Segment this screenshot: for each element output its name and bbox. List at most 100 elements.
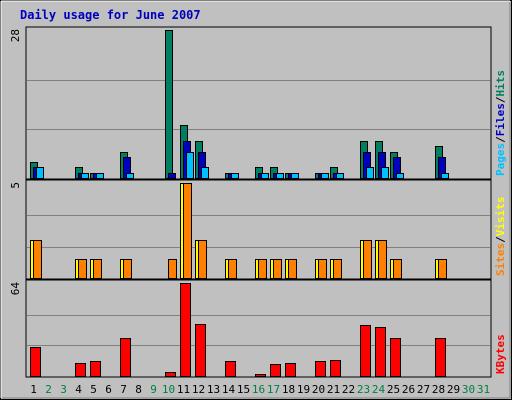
chart-title: Daily usage for June 2007	[20, 8, 201, 22]
bar-sites-day-17	[273, 259, 282, 279]
bar-pages-day-4	[81, 173, 89, 179]
scale-label: 5	[9, 182, 22, 189]
bar-sites-day-4	[78, 259, 87, 279]
bar-kbytes-day-10	[165, 372, 176, 377]
panel-bottom: 64 KBytes	[9, 279, 507, 378]
bar-pages-day-12	[201, 167, 209, 179]
scale-label: 64	[9, 282, 22, 296]
day-label-27: 27	[417, 383, 430, 396]
day-label-4: 4	[75, 383, 82, 396]
bar-sites-day-23	[363, 240, 372, 279]
panel-top: 28 Pages/Files/Hits	[9, 26, 507, 180]
bar-pages-day-17	[276, 173, 284, 179]
day-label-25: 25	[387, 383, 400, 396]
day-label-12: 12	[192, 383, 205, 396]
bar-pages-day-11	[186, 152, 194, 179]
day-label-8: 8	[135, 383, 142, 396]
day-label-22: 22	[342, 383, 355, 396]
legend-entry: /	[494, 96, 507, 103]
bar-sites-day-12	[198, 240, 207, 279]
bar-pages-day-1	[36, 167, 44, 179]
bar-kbytes-day-25	[390, 338, 401, 377]
bar-pages-day-21	[336, 173, 344, 179]
day-label-30: 30	[462, 383, 475, 396]
x-axis-labels: 1 2 3 4 5 6 7 8 9 10 11 12 13 14 15 16 17 18 19 20 21 22 23 24 2…	[30, 383, 490, 396]
bar-pages-day-25	[396, 173, 404, 179]
legend-entry: /	[494, 136, 507, 143]
day-label-28: 28	[432, 383, 445, 396]
bar-sites-day-10	[168, 259, 177, 279]
day-label-3: 3	[60, 383, 67, 396]
bar-sites-day-7	[123, 259, 132, 279]
day-label-13: 13	[207, 383, 220, 396]
day-label-31: 31	[477, 383, 490, 396]
bar-hits-day-10	[165, 30, 173, 179]
bar-sites-day-20	[318, 259, 327, 279]
bar-kbytes-day-18	[285, 363, 296, 377]
bar-files-day-10	[168, 173, 176, 179]
day-label-23: 23	[357, 383, 370, 396]
legend-entry: Hits	[494, 70, 507, 97]
bar-pages-day-18	[291, 173, 299, 179]
panel-legend: Pages/Files/Hits	[494, 70, 507, 176]
bar-kbytes-day-7	[120, 338, 131, 377]
day-label-20: 20	[312, 383, 325, 396]
bar-pages-day-16	[261, 173, 269, 179]
day-label-26: 26	[402, 383, 415, 396]
panel-legend: Sites/Visits	[494, 197, 507, 277]
bar-kbytes-day-23	[360, 325, 371, 377]
panel-legend: KBytes	[494, 334, 507, 374]
bar-pages-day-14	[231, 173, 239, 179]
bar-sites-day-1	[33, 240, 42, 279]
bar-sites-day-5	[93, 259, 102, 279]
bar-kbytes-day-14	[225, 361, 236, 377]
day-label-24: 24	[372, 383, 386, 396]
day-label-19: 19	[297, 383, 310, 396]
bar-kbytes-day-1	[30, 347, 41, 377]
day-label-5: 5	[90, 383, 97, 396]
bar-kbytes-day-11	[180, 283, 191, 377]
bar-kbytes-day-12	[195, 324, 206, 377]
day-label-2: 2	[45, 383, 52, 396]
day-label-7: 7	[120, 383, 127, 396]
bar-pages-day-23	[366, 167, 374, 179]
day-label-29: 29	[447, 383, 460, 396]
bar-sites-day-25	[393, 259, 402, 279]
bar-pages-day-5	[96, 173, 104, 179]
day-label-14: 14	[222, 383, 236, 396]
bar-sites-day-28	[438, 259, 447, 279]
day-label-16: 16	[252, 383, 265, 396]
legend-entry: Sites	[494, 243, 507, 276]
bar-kbytes-day-17	[270, 364, 281, 377]
day-label-21: 21	[327, 383, 340, 396]
bar-kbytes-day-28	[435, 338, 446, 377]
bar-sites-day-21	[333, 259, 342, 279]
legend-entry: Pages	[494, 143, 507, 176]
bar-pages-day-24	[381, 167, 389, 179]
bar-kbytes-day-4	[75, 363, 86, 377]
bar-sites-day-11	[183, 183, 192, 279]
day-label-6: 6	[105, 383, 112, 396]
bar-pages-day-28	[441, 173, 449, 179]
bar-kbytes-day-16	[255, 374, 266, 377]
bar-kbytes-day-21	[330, 360, 341, 377]
legend-entry: Visits	[494, 197, 507, 237]
bar-sites-day-16	[258, 259, 267, 279]
panel-middle: 5 Sites/Visits	[9, 179, 507, 280]
bar-pages-day-20	[321, 173, 329, 179]
legend-entry: KBytes	[494, 334, 507, 374]
day-label-17: 17	[267, 383, 280, 396]
bar-sites-day-18	[288, 259, 297, 279]
day-label-9: 9	[150, 383, 157, 396]
scale-label: 28	[9, 29, 22, 42]
bar-kbytes-day-5	[90, 361, 101, 377]
day-label-1: 1	[30, 383, 37, 396]
panel-frame	[25, 26, 492, 180]
bar-kbytes-day-20	[315, 361, 326, 377]
day-label-18: 18	[282, 383, 295, 396]
day-label-10: 10	[162, 383, 175, 396]
panel-frame	[25, 279, 492, 378]
bar-kbytes-day-24	[375, 327, 386, 377]
